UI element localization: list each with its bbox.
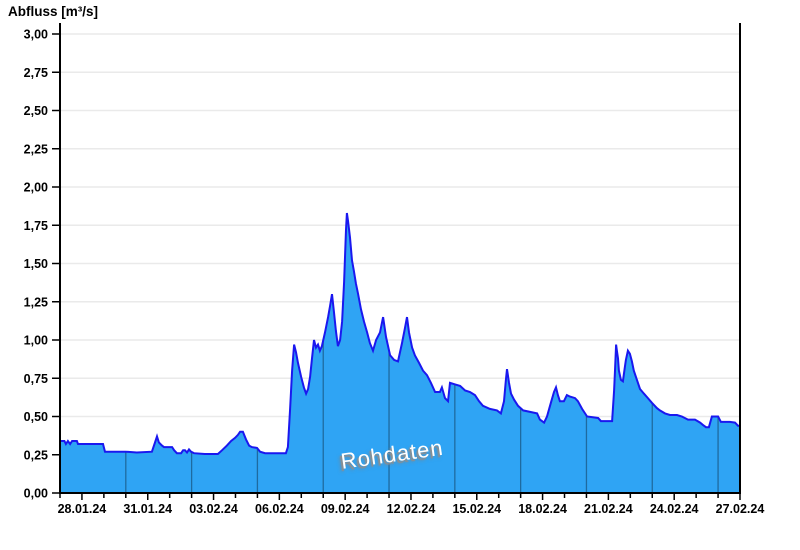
y-tick-label: 2,25 (24, 142, 48, 156)
y-tick-label: 0,75 (24, 372, 48, 386)
y-tick-label: 3,00 (24, 28, 48, 42)
y-tick-label: 1,00 (24, 334, 48, 348)
x-tick-label: 18.02.24 (518, 502, 567, 516)
x-tick-label: 24.02.24 (650, 502, 699, 516)
discharge-line (60, 212, 740, 455)
x-tick-label: 28.01.24 (58, 502, 107, 516)
y-tick-label: 2,00 (24, 181, 48, 195)
y-tick-label: 0,25 (24, 448, 48, 462)
y-tick-label: 2,75 (24, 66, 48, 80)
x-tick-label: 12.02.24 (387, 502, 436, 516)
y-tick-label: 1,50 (24, 257, 48, 271)
y-tick-label: 2,50 (24, 104, 48, 118)
horizontal-gridlines (60, 33, 740, 456)
y-tick-label: 0,00 (24, 487, 48, 501)
axes (52, 23, 741, 500)
axis-labels: 0,00 0,25 0,50 0,75 1,00 1,25 1,50 1,75 2,00 2,25… (24, 28, 765, 517)
y-tick-label: 1,75 (24, 219, 48, 233)
x-tick-label: 06.02.24 (255, 502, 304, 516)
chart-title: Abfluss [m³/s] (8, 4, 98, 19)
x-tick-label: 09.02.24 (321, 502, 370, 516)
x-tick-label: 03.02.24 (189, 502, 238, 516)
y-tick-label: 1,25 (24, 295, 48, 309)
x-tick-label: 21.02.24 (584, 502, 633, 516)
x-tick-label: 31.01.24 (123, 502, 172, 516)
y-tick-label: 0,50 (24, 410, 48, 424)
x-tick-label: 15.02.24 (452, 502, 501, 516)
x-tick-label: 27.02.24 (716, 502, 765, 516)
